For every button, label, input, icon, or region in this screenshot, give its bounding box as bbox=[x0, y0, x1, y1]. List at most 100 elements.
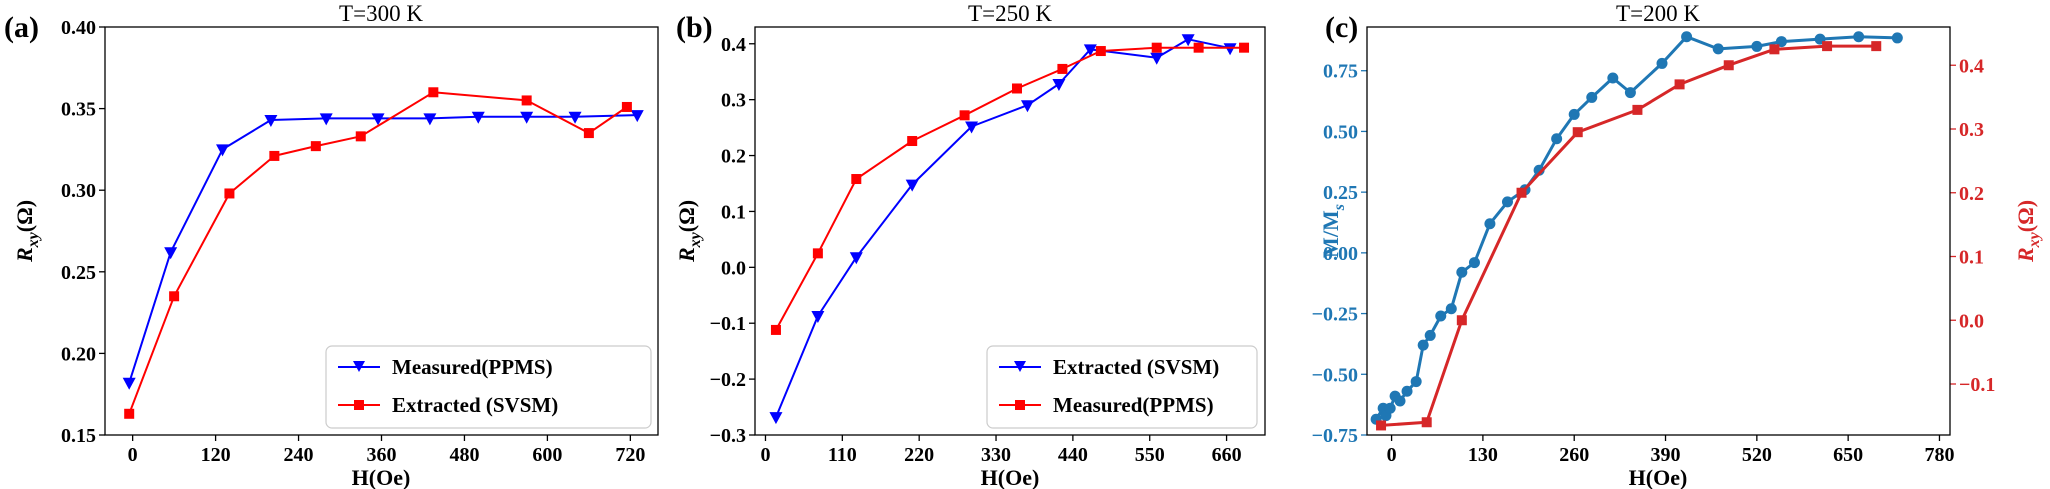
panel-a-series-0-point bbox=[471, 111, 485, 124]
panel-a-xtick-label: 120 bbox=[201, 444, 231, 466]
panel-c-series-0-line bbox=[1374, 35, 1898, 421]
panel-c-frame bbox=[1366, 26, 1951, 436]
panel-b-legend-entry-1: Measured(PPMS) bbox=[1053, 393, 1214, 417]
panel-a-xtick-label: 0 bbox=[128, 444, 138, 466]
panel-b-xlabel: H(Oe) bbox=[981, 465, 1040, 489]
panel-b-ytick-label: 0.4 bbox=[721, 34, 746, 56]
panel-b-ytick-label: 0.2 bbox=[721, 146, 746, 168]
panel-b-legend-entry-0: Extracted (SVSM) bbox=[1053, 355, 1219, 379]
panel-b-series-1-point bbox=[1239, 42, 1250, 53]
panel-c-series-0-point bbox=[1853, 31, 1865, 43]
panel-a-ytick-label: 0.25 bbox=[61, 262, 96, 284]
panel-c-series-1-point bbox=[1456, 315, 1467, 326]
panel-b-series-1-point bbox=[1011, 83, 1022, 94]
panel-b-ytick-label: 0.3 bbox=[721, 90, 746, 112]
panel-a-legend-entry-0: Measured(PPMS) bbox=[392, 355, 553, 379]
panel-c-series-0-point bbox=[1568, 108, 1580, 120]
panel-a-ytick-label: 0.15 bbox=[61, 425, 96, 447]
panel-b-ytick-label: −0.2 bbox=[710, 369, 746, 391]
panel-a-ticks: 0 120 240 360 480 600 720 0.15 0.20 0.25 0.30 0.35 0… bbox=[61, 17, 645, 466]
panel-c-series-0-point bbox=[1681, 31, 1693, 43]
panel-a-series-1-point bbox=[521, 95, 532, 106]
panel-c-xtick-label: 650 bbox=[1833, 444, 1863, 466]
panel-b-series-1-point bbox=[959, 110, 970, 121]
panel-b-legend: Extracted (SVSM) Measured(PPMS) bbox=[986, 345, 1258, 429]
panel-b-series-0-point bbox=[1150, 52, 1164, 65]
panel-c-series-1-line bbox=[1380, 44, 1877, 427]
panel-c-series-1-point bbox=[1632, 104, 1643, 115]
panel-b-xtick-label: 440 bbox=[1058, 444, 1088, 466]
panel-a-legend-entry-1: Extracted (SVSM) bbox=[392, 393, 558, 417]
panel-a-ylabel-symbol: R bbox=[12, 247, 37, 263]
panel-b-series-0-point bbox=[811, 310, 825, 323]
panel-c-series-0-point bbox=[1394, 395, 1406, 407]
panel-c-series-0-point bbox=[1401, 385, 1413, 397]
panel-c-ylabel-left-text: M/M bbox=[1318, 210, 1343, 258]
panel-a-series-1-point bbox=[355, 131, 366, 142]
panel-a-ytick-label: 0.30 bbox=[61, 180, 96, 202]
panel-b-ytick-label: −0.1 bbox=[710, 313, 746, 335]
panel-b-series-1-point bbox=[907, 136, 918, 147]
panel-c-ylabel-left: M/Ms bbox=[1318, 204, 1348, 258]
panel-c-ticks: 0 130 260 390 520 650 780 −0.75 −0.50 −0.25 0.00 0.… bbox=[1312, 55, 1996, 466]
panel-a-series-1-point bbox=[428, 87, 439, 98]
panel-c: (c) T=200 K 0 130 260 390 520 650 780 −0.75 −0.5… bbox=[1312, 1, 2043, 489]
panel-a-series-0-point bbox=[319, 113, 333, 126]
panel-c-ylabel-right-unit: (Ω) bbox=[2013, 200, 2038, 232]
panel-c-xtick-label: 260 bbox=[1559, 444, 1589, 466]
panel-c-ytick-label: 0.25 bbox=[1323, 182, 1358, 204]
panel-c-series-1-point bbox=[1421, 417, 1432, 428]
panel-c-xtick-label: 0 bbox=[1387, 444, 1397, 466]
panel-c-series-1-point bbox=[1822, 41, 1833, 52]
panel-a-series-0-point bbox=[568, 111, 582, 124]
panel-c-ytick-label: −0.75 bbox=[1312, 425, 1358, 447]
panel-b-ylabel-symbol: R bbox=[674, 247, 699, 263]
panel-b-ylabel-unit: (Ω) bbox=[674, 200, 699, 232]
panel-a-frame bbox=[104, 26, 659, 436]
panel-b-xtick-label: 0 bbox=[760, 444, 770, 466]
panel-c-ytick-label: −0.50 bbox=[1312, 364, 1358, 386]
panel-b-series-0-point bbox=[769, 412, 783, 425]
panel-a-xtick-label: 240 bbox=[284, 444, 314, 466]
panel-b-ytick-label: −0.3 bbox=[710, 425, 746, 447]
panel-a-series-1-point bbox=[583, 128, 594, 139]
panel-a-ytick-label: 0.40 bbox=[61, 17, 96, 39]
panel-a-series-0-point bbox=[520, 111, 534, 124]
panel-c-ylabel-right: Rxy(Ω) bbox=[2013, 200, 2043, 263]
panel-c-ytick-right-label: 0.1 bbox=[1959, 247, 1984, 269]
panel-a-ytick-label: 0.20 bbox=[61, 343, 96, 365]
panel-a-series-1-point bbox=[269, 150, 280, 161]
panel-b-label: (b) bbox=[676, 11, 713, 44]
panel-b-ytick-label: 0.0 bbox=[721, 257, 746, 279]
panel-b-series-0-point bbox=[1223, 43, 1237, 56]
panel-c-title: T=200 K bbox=[1616, 1, 1700, 26]
panel-c-series-0-point bbox=[1424, 329, 1436, 341]
panel-b-ylabel: Rxy(Ω) bbox=[674, 200, 704, 263]
panel-c-xtick-label: 130 bbox=[1468, 444, 1498, 466]
panel-b-series-1-point bbox=[1057, 63, 1068, 74]
panel-a-legend-marker-1 bbox=[354, 400, 364, 410]
panel-c-series-0-point bbox=[1410, 376, 1422, 388]
panel-c-xlabel: H(Oe) bbox=[1629, 465, 1688, 489]
panel-a-series bbox=[122, 87, 644, 419]
panel-a-xtick-label: 360 bbox=[367, 444, 397, 466]
panel-a-ylabel-sub: xy bbox=[25, 231, 42, 248]
panel-a-series-1-point bbox=[224, 188, 235, 199]
panel-b-ylabel-sub: xy bbox=[687, 231, 704, 248]
panel-c-ytick-label: 0.00 bbox=[1323, 243, 1358, 265]
panel-a-series-0-point bbox=[264, 115, 278, 128]
panel-c-ytick-label: 0.75 bbox=[1323, 61, 1358, 83]
panel-a-series-1-point bbox=[124, 408, 135, 419]
panel-a-series-1-point bbox=[169, 291, 180, 302]
panel-c-series-1-point bbox=[1376, 420, 1387, 431]
panel-c-ylabel-left-sub: s bbox=[1331, 204, 1348, 211]
panel-c-series-0-point bbox=[1624, 87, 1636, 99]
panel-c-series-0-point bbox=[1456, 266, 1468, 278]
panel-c-series-0-point bbox=[1891, 32, 1903, 44]
panel-c-series-0-point bbox=[1551, 133, 1563, 145]
panel-a-xlabel: H(Oe) bbox=[352, 465, 411, 489]
panel-b-legend-marker-1 bbox=[1015, 400, 1025, 410]
panel-c-ytick-right-label: −0.1 bbox=[1959, 374, 1995, 396]
panel-c-ytick-right-label: 0.2 bbox=[1959, 183, 1984, 205]
panel-a-series-0-point bbox=[371, 113, 385, 126]
